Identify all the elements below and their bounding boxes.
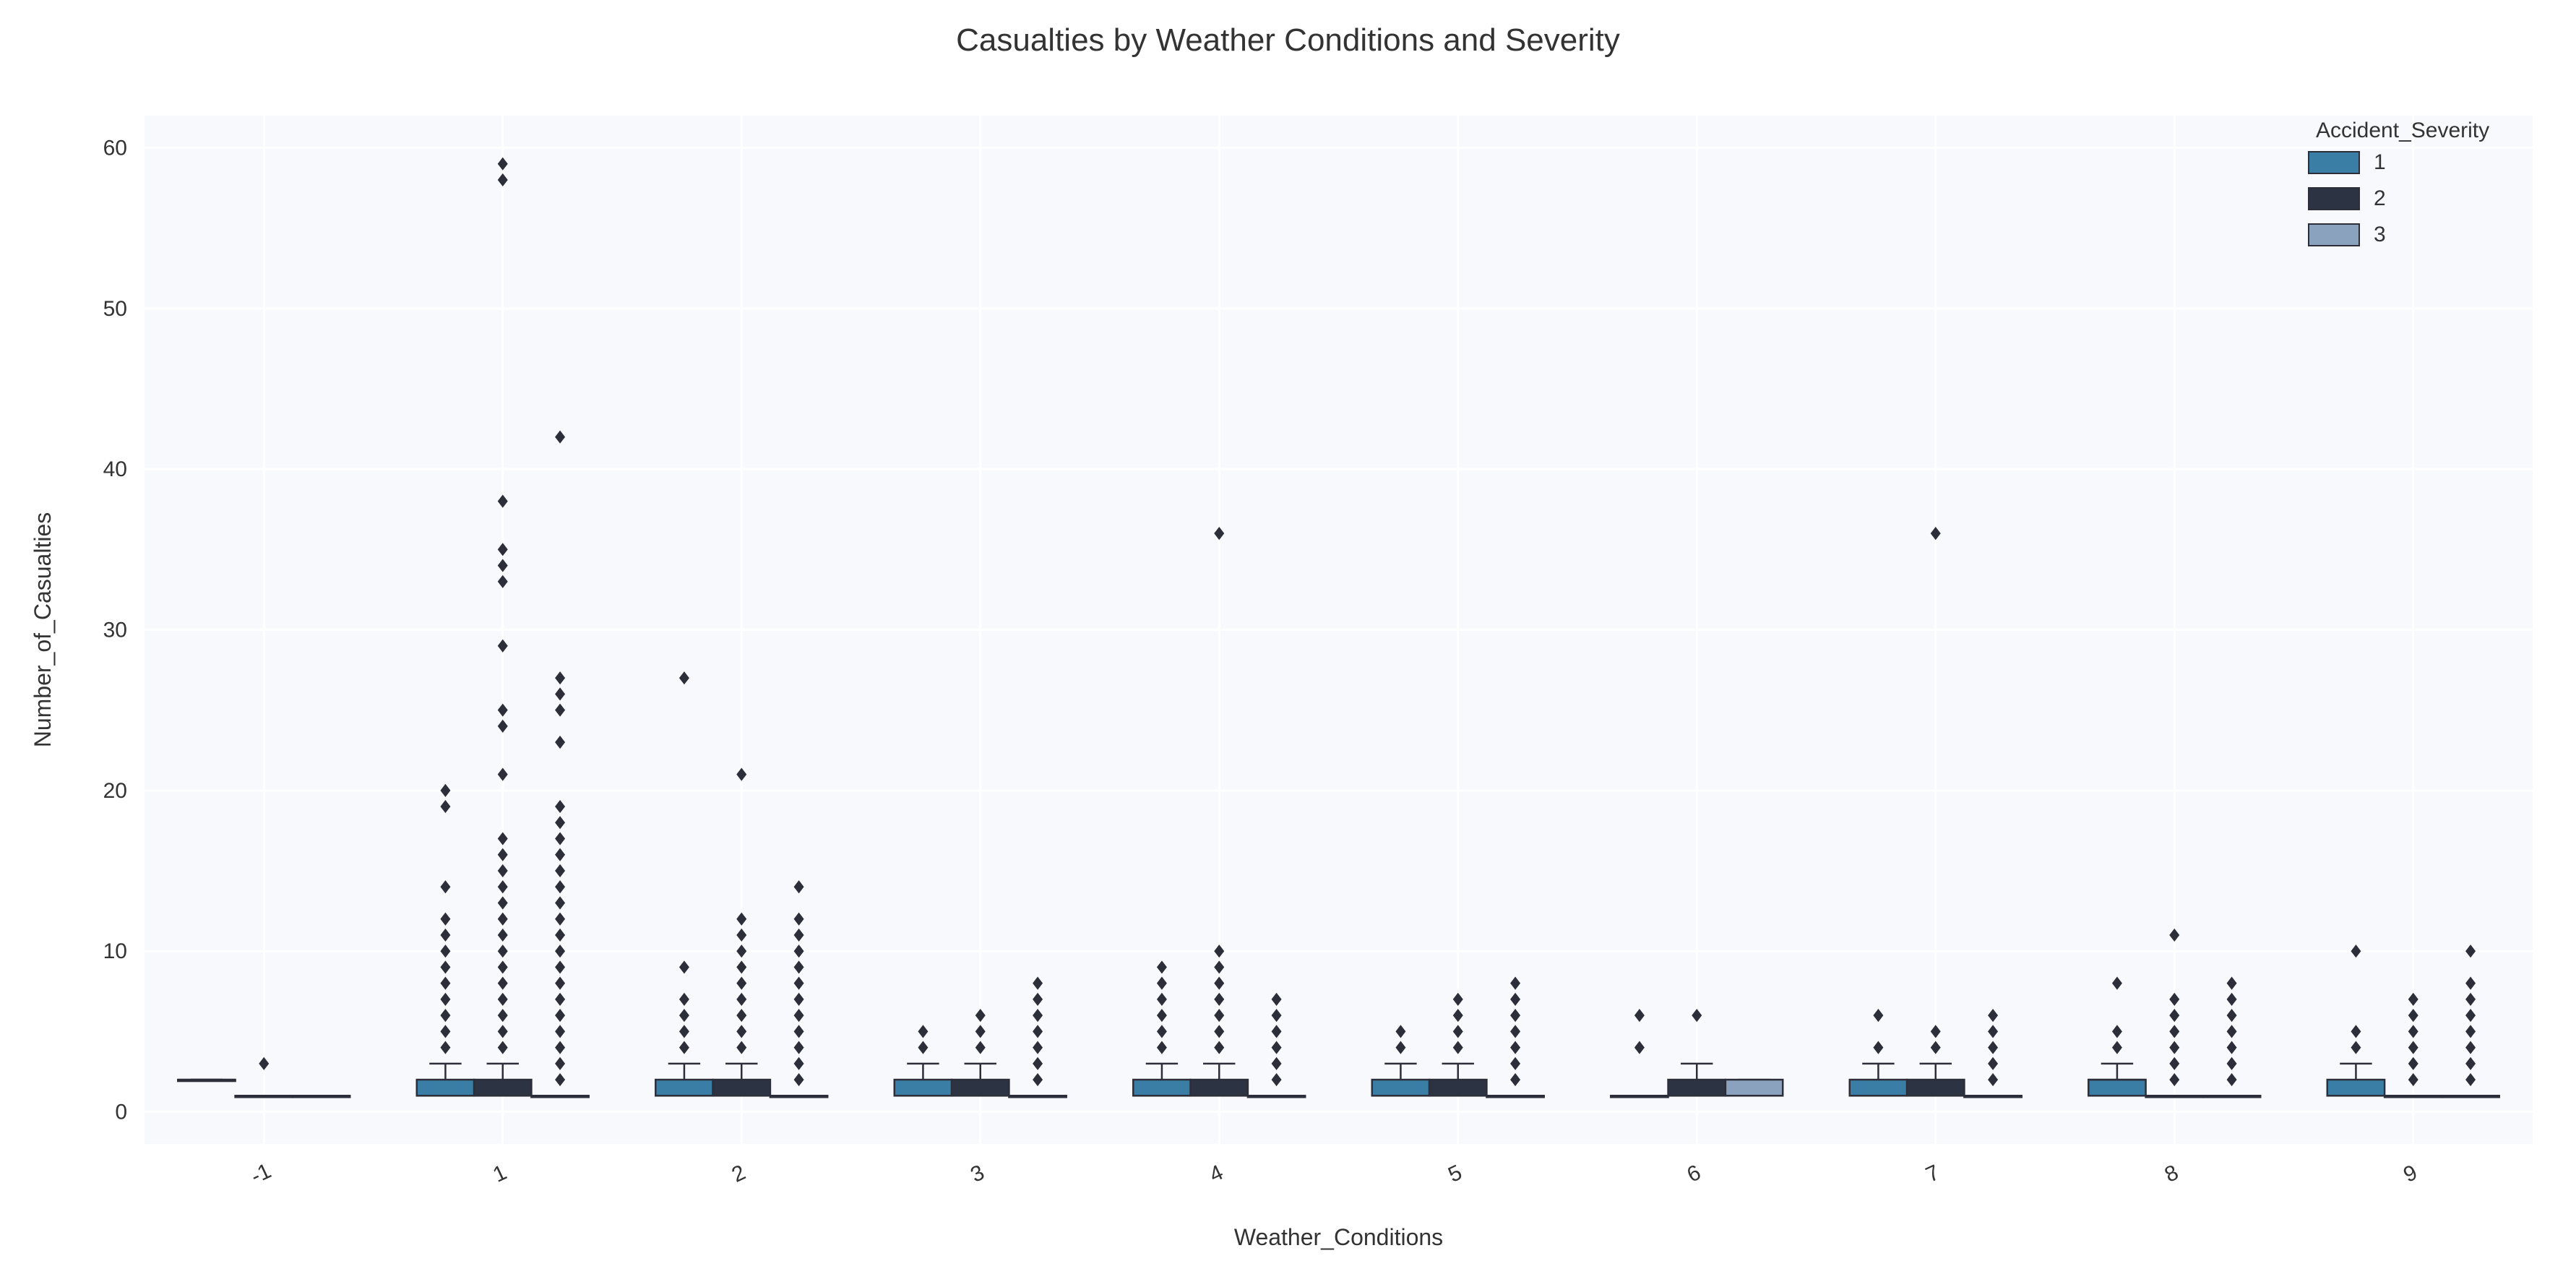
box	[895, 1080, 952, 1096]
y-tick-label: 40	[103, 457, 127, 481]
x-tick-label: 9	[2400, 1161, 2421, 1187]
box	[1850, 1080, 1907, 1096]
x-tick-label: 4	[1206, 1161, 1227, 1187]
box	[713, 1080, 770, 1096]
y-tick-label: 50	[103, 297, 127, 321]
legend-swatch	[2309, 152, 2359, 173]
x-tick-label: 8	[2161, 1161, 2182, 1187]
boxplot-chart: 0 10 20 30 40 50 60 -1 1 2 3 4 5 6 7 8 9 Casualties by We…	[0, 0, 2576, 1274]
box	[1668, 1080, 1726, 1096]
box	[1429, 1080, 1486, 1096]
y-tick-label: 30	[103, 619, 127, 642]
box	[1372, 1080, 1429, 1096]
box	[1726, 1080, 1783, 1096]
y-tick-label: 60	[103, 136, 127, 160]
legend-label: 2	[2374, 186, 2386, 210]
y-tick-label: 10	[103, 939, 127, 963]
x-axis-label: Weather_Conditions	[1234, 1224, 1443, 1250]
box	[2327, 1080, 2385, 1096]
legend-title: Accident_Severity	[2316, 119, 2489, 142]
x-tick-label: 7	[1922, 1161, 1943, 1187]
x-tick-label: 5	[1444, 1161, 1465, 1187]
legend-label: 3	[2374, 223, 2386, 246]
x-tick-label: 6	[1684, 1161, 1705, 1187]
y-axis-label: Number_of_Casualties	[30, 512, 56, 748]
x-tick-label: 1	[489, 1161, 510, 1187]
box	[2088, 1080, 2145, 1096]
x-tick-label: 2	[728, 1161, 749, 1187]
box	[952, 1080, 1009, 1096]
box	[1191, 1080, 1248, 1096]
chart-title: Casualties by Weather Conditions and Sev…	[956, 22, 1620, 58]
box	[474, 1080, 531, 1096]
x-tick-label: -1	[247, 1159, 275, 1189]
legend-swatch	[2309, 188, 2359, 210]
box	[1133, 1080, 1190, 1096]
x-tick-label: 3	[967, 1161, 988, 1187]
y-tick-label: 20	[103, 779, 127, 803]
box	[655, 1080, 712, 1096]
y-tick-label: 0	[115, 1101, 127, 1124]
legend-swatch	[2309, 224, 2359, 246]
box	[417, 1080, 474, 1096]
legend-label: 1	[2374, 150, 2386, 174]
box	[1907, 1080, 1964, 1096]
